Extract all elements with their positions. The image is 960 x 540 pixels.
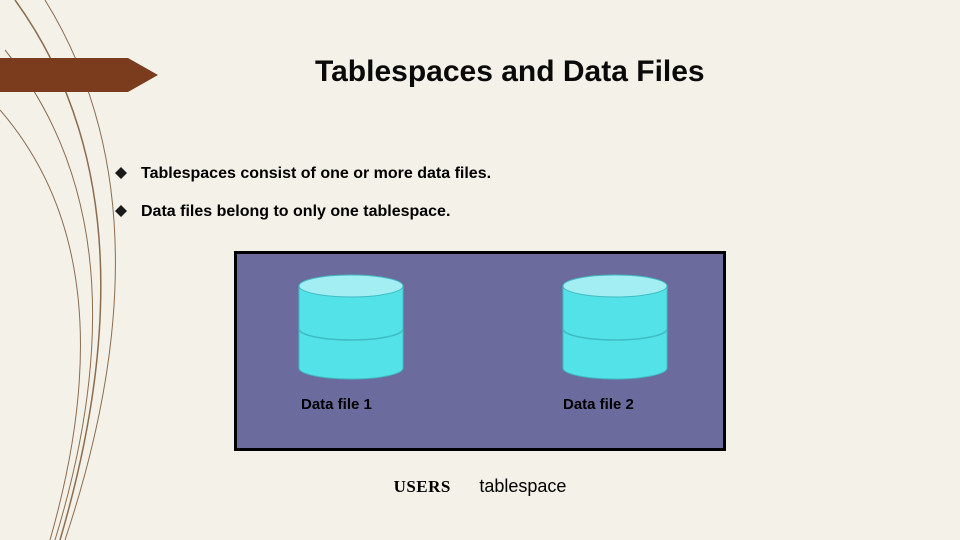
users-label: USERS [394,477,451,496]
page-title: Tablespaces and Data Files [315,55,705,89]
diamond-bullet-icon [115,167,127,181]
bullet-item: Tablespaces consist of one or more data … [115,165,491,183]
banner-bar [0,58,128,92]
datafile-cylinder-1 [297,274,405,385]
bottom-caption: USERS tablespace [0,476,960,497]
datafile-label-1: Data file 1 [301,396,372,413]
bullet-text: Tablespaces consist of one or more data … [141,165,491,183]
diamond-bullet-icon [115,205,127,219]
bullet-list: Tablespaces consist of one or more data … [115,165,491,241]
datafile-cylinder-2 [561,274,669,385]
tablespace-label: tablespace [479,476,566,496]
bullet-text: Data files belong to only one tablespace… [141,203,450,221]
bullet-item: Data files belong to only one tablespace… [115,203,491,221]
datafile-label-2: Data file 2 [563,396,634,413]
banner-chevron-icon [128,58,158,92]
tablespace-diagram: Data file 1 Data file 2 [234,251,726,451]
